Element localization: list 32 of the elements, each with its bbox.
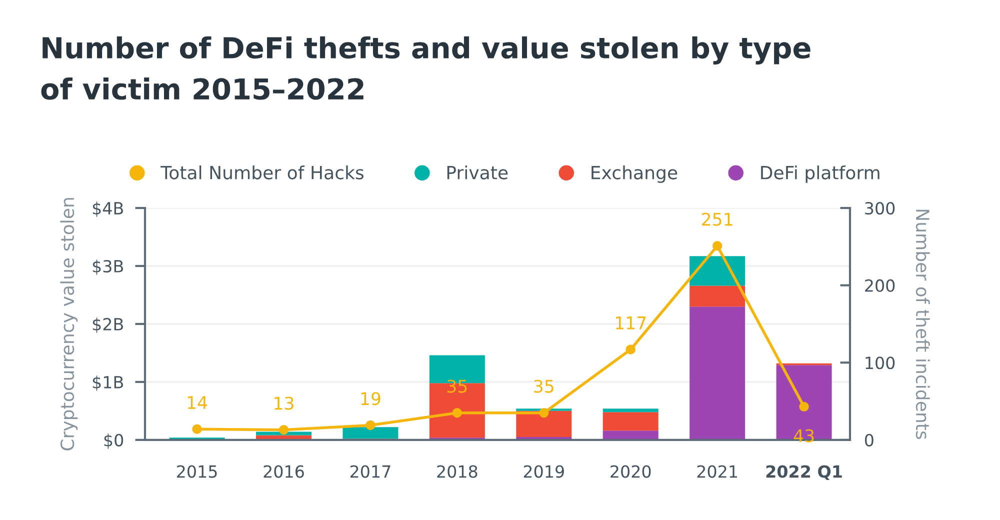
x-tick-label: 2020 (610, 465, 651, 478)
chart-title: Number of DeFi thefts and value stolen by type of victim 2015–2022 (41, 36, 810, 100)
data-label: 117 (616, 316, 646, 330)
x-tick-label: 2022 Q1 (766, 465, 842, 480)
legend-label: Total Number of Hacks (160, 165, 364, 180)
x-tick-label: 2016 (264, 465, 304, 478)
x-tick-label: 2018 (437, 465, 478, 478)
x-tick-label: 2021 (697, 465, 737, 478)
y-tick-label: $4B (92, 202, 123, 217)
y2-tick-label: 200 (865, 279, 895, 292)
data-label: 14 (188, 396, 208, 409)
y-axis-title: Cryptocurrency value stolen (60, 198, 78, 450)
y2-tick-label: 100 (866, 356, 895, 370)
y2-axis-title: Number of theft incidents (916, 210, 930, 439)
x-tick-label: 2019 (524, 465, 564, 478)
y-tick-label: $0 (104, 434, 124, 449)
x-tick-label: 2017 (350, 465, 390, 478)
data-label: 251 (702, 212, 732, 226)
y2-tick-label: 0 (864, 434, 874, 446)
y2-tick-label: 300 (865, 202, 895, 215)
y-tick-label: $1B (92, 376, 123, 391)
legend-label: DeFi platform (761, 165, 880, 183)
data-label: 35 (534, 380, 554, 393)
data-label: 43 (794, 429, 814, 442)
x-tick-label: 2015 (177, 465, 217, 478)
legend-label: Private (447, 165, 508, 180)
data-label: 19 (361, 392, 380, 406)
data-label: 35 (447, 380, 467, 393)
legend-label: Exchange (592, 165, 678, 183)
y-tick-label: $2B (92, 318, 123, 333)
y-tick-label: $3B (92, 260, 123, 275)
data-label: 13 (274, 396, 294, 410)
